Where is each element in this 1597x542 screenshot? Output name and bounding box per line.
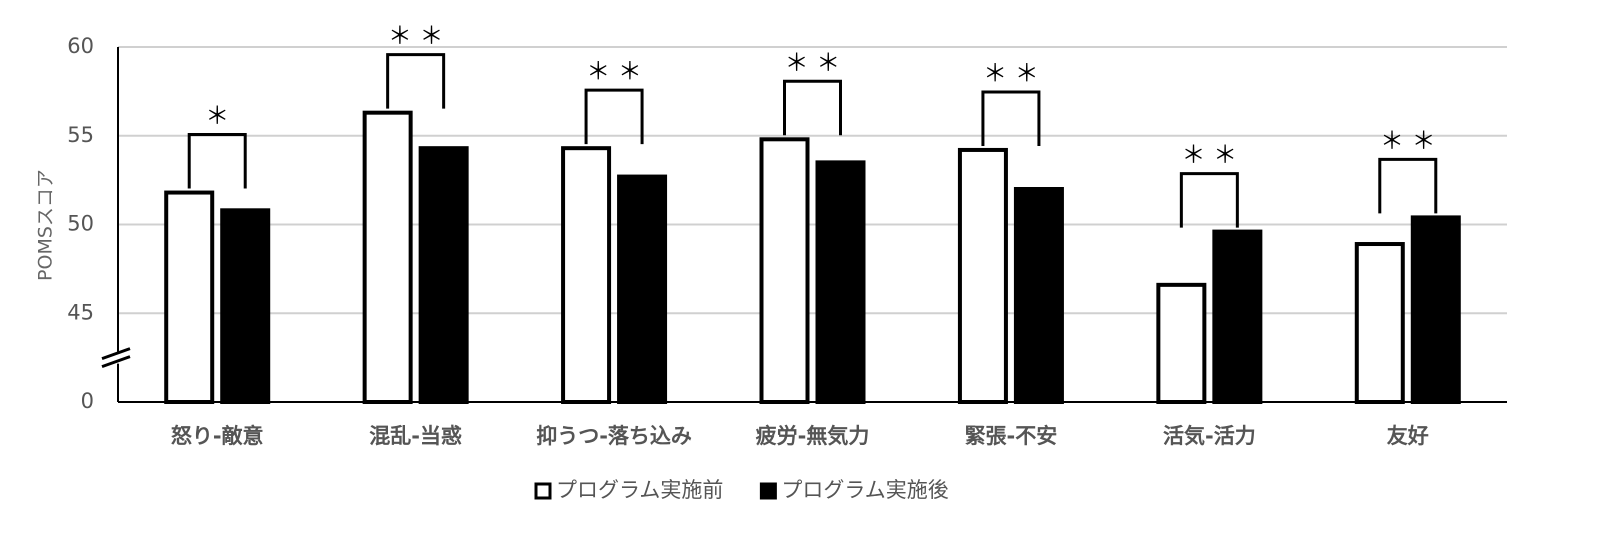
- x-tick-label: 活気-活力: [1163, 424, 1256, 448]
- significance-bracket: [783, 79, 842, 136]
- x-tick-label: 怒り-敵意: [171, 424, 264, 448]
- x-tick-label: 疲労-無気力: [756, 424, 870, 448]
- bar: [164, 190, 215, 404]
- significance-label: ＊ ＊: [1182, 141, 1238, 169]
- legend-label: プログラム実施後: [781, 478, 948, 502]
- significance-bracket: [386, 53, 446, 109]
- axis-break-mark: [101, 347, 131, 361]
- significance-bracket: [584, 88, 644, 145]
- bar: [1156, 282, 1207, 405]
- significance-label: ＊: [205, 102, 229, 130]
- legend-swatch: [759, 482, 777, 500]
- significance-bracket: [1378, 157, 1438, 214]
- bar: [815, 160, 866, 404]
- y-axis-label: POMSスコア: [35, 169, 57, 281]
- axis-break-mark: [101, 355, 131, 369]
- y-tick-label: 0: [81, 389, 94, 413]
- x-tick-label: 友好: [1387, 424, 1429, 448]
- bar: [418, 146, 469, 404]
- bar: [957, 147, 1008, 404]
- legend-label: プログラム実施前: [556, 478, 723, 502]
- x-tick-label: 混乱-当惑: [369, 424, 462, 448]
- y-tick-label: 45: [67, 300, 94, 324]
- x-tick-label: 緊張-不安: [965, 424, 1058, 448]
- bar: [220, 208, 271, 404]
- x-tick-label: 抑うつ-落ち込み: [536, 424, 692, 448]
- significance-label: ＊ ＊: [1380, 126, 1436, 154]
- y-tick-label: 55: [67, 123, 94, 147]
- significance-bracket: [981, 90, 1041, 146]
- bar: [759, 137, 810, 405]
- significance-label: ＊ ＊: [586, 57, 642, 85]
- legend-swatch: [534, 482, 552, 500]
- bar: [1354, 242, 1405, 404]
- bar: [617, 174, 668, 404]
- bar: [1013, 187, 1064, 404]
- significance-bracket: [187, 133, 247, 189]
- significance-label: ＊ ＊: [785, 48, 841, 76]
- y-tick-label: 60: [67, 34, 94, 58]
- bar: [1410, 215, 1461, 404]
- significance-label: ＊ ＊: [388, 22, 444, 50]
- significance-bracket: [1179, 172, 1239, 228]
- bar: [1212, 229, 1263, 404]
- bar: [561, 146, 612, 404]
- bar: [362, 110, 413, 405]
- y-tick-label: 50: [67, 212, 94, 236]
- significance-label: ＊ ＊: [983, 59, 1039, 87]
